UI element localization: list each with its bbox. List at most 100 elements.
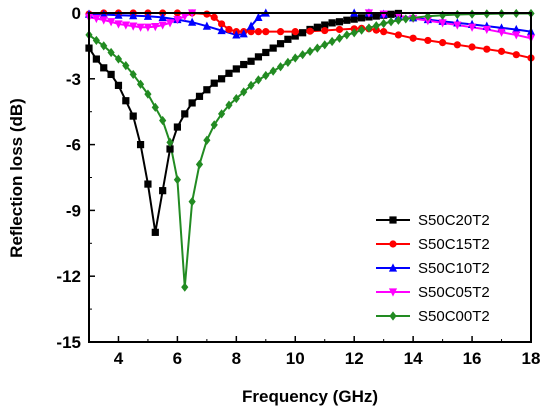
legend-marker-s50c15t2 [389, 240, 397, 248]
data-point-s50c20t2 [100, 64, 108, 72]
data-point-s50c00t2 [232, 93, 240, 104]
data-point-s50c15t2 [254, 28, 263, 36]
series-line-s50c20t2 [89, 13, 399, 234]
data-point-s50c00t2 [195, 159, 204, 169]
data-point-s50c10t2 [246, 21, 256, 30]
data-point-s50c00t2 [453, 9, 461, 20]
data-point-s50c20t2 [136, 141, 145, 149]
data-point-s50c10t2 [188, 17, 197, 26]
data-point-s50c05t2 [180, 12, 189, 21]
data-point-s50c20t2 [166, 145, 174, 153]
series-line-s50c10t2 [89, 13, 531, 36]
data-point-s50c10t2 [239, 29, 248, 38]
data-point-s50c05t2 [136, 23, 145, 32]
data-point-s50c00t2 [306, 46, 314, 56]
data-point-s50c00t2 [409, 13, 417, 23]
data-point-s50c00t2 [284, 57, 292, 67]
y-tick-label: 0 [72, 4, 81, 23]
data-point-s50c20t2 [269, 44, 277, 52]
data-point-s50c00t2 [129, 69, 137, 80]
data-point-s50c20t2 [291, 32, 299, 40]
data-point-s50c15t2 [276, 28, 285, 36]
data-point-s50c20t2 [240, 60, 248, 69]
data-point-s50c20t2 [262, 48, 270, 57]
data-point-s50c15t2 [335, 25, 344, 34]
data-point-s50c00t2 [188, 197, 196, 207]
data-point-s50c00t2 [321, 40, 329, 50]
data-point-s50c15t2 [247, 28, 255, 36]
data-point-s50c20t2 [387, 10, 395, 18]
data-point-s50c20t2 [144, 180, 152, 188]
data-point-s50c20t2 [328, 19, 336, 27]
data-point-s50c20t2 [350, 15, 358, 23]
data-point-s50c00t2 [262, 70, 270, 81]
data-point-s50c00t2 [269, 66, 277, 76]
legend-label-s50c10t2: S50C10T2 [418, 260, 490, 277]
data-point-s50c20t2 [357, 14, 366, 22]
data-point-s50c15t2 [210, 13, 218, 21]
data-point-s50c00t2 [254, 75, 263, 85]
data-point-s50c00t2 [394, 15, 402, 25]
legend-label-s50c00t2: S50C00T2 [418, 308, 490, 325]
data-point-s50c20t2 [203, 86, 211, 94]
x-tick-label: 18 [522, 349, 541, 368]
data-point-s50c20t2 [232, 65, 240, 73]
data-point-s50c05t2 [143, 23, 153, 32]
data-point-s50c10t2 [114, 10, 123, 19]
data-point-s50c00t2 [439, 10, 447, 20]
data-point-s50c20t2 [122, 97, 130, 105]
data-point-s50c20t2 [218, 75, 226, 83]
data-point-s50c20t2 [92, 55, 100, 63]
data-point-s50c15t2 [439, 39, 447, 47]
data-point-s50c20t2 [129, 112, 137, 120]
data-point-s50c00t2 [210, 120, 218, 130]
y-tick-label: -3 [66, 70, 81, 89]
data-point-s50c00t2 [247, 80, 255, 90]
y-tick-label: -9 [66, 201, 81, 220]
data-point-s50c00t2 [424, 11, 432, 21]
data-point-s50c00t2 [276, 62, 285, 72]
x-tick-label: 14 [404, 349, 423, 368]
data-point-s50c00t2 [380, 18, 388, 29]
data-point-s50c20t2 [372, 12, 380, 20]
data-point-s50c20t2 [254, 53, 263, 61]
data-point-s50c00t2 [100, 41, 108, 51]
data-point-s50c20t2 [343, 16, 351, 24]
data-point-s50c20t2 [247, 57, 255, 65]
data-point-s50c10t2 [202, 21, 211, 30]
x-tick-label: 4 [114, 349, 124, 368]
data-point-s50c00t2 [181, 282, 189, 292]
data-point-s50c15t2 [291, 28, 299, 36]
data-point-s50c20t2 [299, 29, 307, 37]
data-point-s50c10t2 [143, 11, 153, 20]
axes-layer: 4 6 8 10 12 14 16 18 0 -3 -6 -9 -12 -15 [56, 4, 540, 368]
legend-marker-s50c20t2 [389, 216, 397, 224]
data-point-s50c10t2 [158, 12, 167, 21]
data-point-s50c05t2 [107, 18, 116, 27]
data-point-s50c05t2 [482, 25, 491, 35]
data-point-s50c15t2 [380, 28, 388, 36]
data-point-s50c05t2 [438, 19, 447, 28]
data-point-s50c05t2 [453, 21, 462, 30]
data-point-s50c15t2 [483, 45, 491, 53]
data-point-s50c20t2 [321, 21, 329, 29]
data-point-s50c05t2 [497, 28, 506, 37]
legend-label-s50c15t2: S50C15T2 [418, 236, 490, 253]
y-tick-label: -12 [56, 267, 81, 286]
data-point-s50c00t2 [159, 115, 167, 126]
data-point-s50c20t2 [114, 81, 123, 89]
data-point-s50c00t2 [166, 137, 174, 148]
data-point-s50c00t2 [357, 25, 366, 35]
data-point-s50c05t2 [121, 21, 130, 30]
data-point-s50c00t2 [343, 30, 351, 40]
data-point-s50c15t2 [306, 27, 314, 35]
data-point-s50c05t2 [114, 20, 123, 29]
data-point-s50c00t2 [173, 175, 181, 185]
data-point-s50c00t2 [365, 23, 373, 33]
data-point-s50c20t2 [173, 123, 181, 131]
data-point-s50c10t2 [217, 25, 226, 35]
data-point-s50c20t2 [188, 99, 196, 107]
x-tick-label: 10 [286, 349, 305, 368]
legend: S50C20T2 S50C15T2 S50C10T2 S50C05T2 S50C00T2 [376, 212, 490, 325]
